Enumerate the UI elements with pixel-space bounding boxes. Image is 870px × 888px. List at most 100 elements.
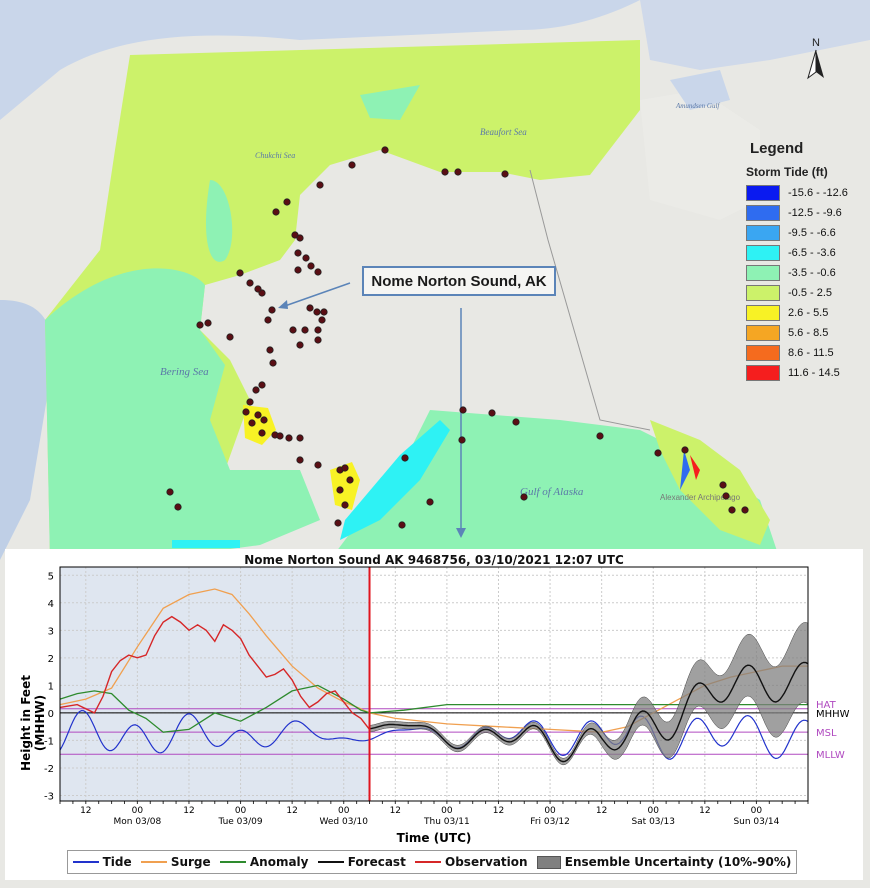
station-marker[interactable] — [655, 450, 661, 456]
legend-swatch — [746, 245, 780, 261]
bering-sea-label: Bering Sea — [160, 366, 209, 378]
station-marker[interactable] — [308, 263, 314, 269]
station-marker[interactable] — [315, 337, 321, 343]
station-marker[interactable] — [253, 387, 259, 393]
station-marker[interactable] — [723, 493, 729, 499]
station-marker[interactable] — [682, 447, 688, 453]
station-marker[interactable] — [382, 147, 388, 153]
legend-row: 11.6 - 14.5 — [746, 363, 868, 383]
station-marker[interactable] — [247, 399, 253, 405]
station-marker[interactable] — [205, 320, 211, 326]
y-tick-label: 1 — [48, 681, 54, 692]
station-marker[interactable] — [317, 182, 323, 188]
station-marker[interactable] — [489, 410, 495, 416]
station-marker[interactable] — [249, 420, 255, 426]
legend-title: Legend — [750, 140, 868, 157]
station-marker[interactable] — [402, 455, 408, 461]
station-marker[interactable] — [175, 504, 181, 510]
station-marker[interactable] — [399, 522, 405, 528]
station-marker[interactable] — [349, 162, 355, 168]
station-marker[interactable] — [742, 507, 748, 513]
legend-observation: Observation — [415, 855, 528, 869]
y-axis-label: Height in Feet (MHHW) — [19, 653, 47, 793]
legend-row: -9.5 - -6.6 — [746, 223, 868, 243]
station-marker[interactable] — [513, 419, 519, 425]
legend-label: -9.5 - -6.6 — [788, 227, 836, 239]
legend-swatch — [746, 185, 780, 201]
aleutian-cyan — [172, 540, 240, 548]
station-marker[interactable] — [455, 169, 461, 175]
station-marker[interactable] — [427, 499, 433, 505]
station-marker[interactable] — [290, 327, 296, 333]
station-marker[interactable] — [302, 327, 308, 333]
station-marker[interactable] — [297, 435, 303, 441]
station-marker[interactable] — [335, 520, 341, 526]
station-marker[interactable] — [442, 169, 448, 175]
legend-label: -12.5 - -9.6 — [788, 207, 842, 219]
legend-label: -6.5 - -3.6 — [788, 247, 836, 259]
station-marker[interactable] — [502, 171, 508, 177]
station-marker[interactable] — [265, 317, 271, 323]
station-marker[interactable] — [273, 209, 279, 215]
station-marker[interactable] — [237, 270, 243, 276]
legend-swatch — [746, 345, 780, 361]
station-marker[interactable] — [286, 435, 292, 441]
north-arrow-icon: N — [803, 34, 829, 84]
station-marker[interactable] — [597, 433, 603, 439]
station-marker[interactable] — [729, 507, 735, 513]
station-marker[interactable] — [255, 412, 261, 418]
station-marker[interactable] — [337, 487, 343, 493]
station-marker[interactable] — [347, 477, 353, 483]
station-marker[interactable] — [297, 457, 303, 463]
x-tick-label: 00 — [132, 806, 144, 816]
station-marker[interactable] — [243, 409, 249, 415]
x-tick-label: 00 — [648, 806, 660, 816]
station-marker[interactable] — [284, 199, 290, 205]
station-marker[interactable] — [269, 307, 275, 313]
station-marker[interactable] — [297, 235, 303, 241]
station-marker[interactable] — [321, 309, 327, 315]
station-marker[interactable] — [342, 465, 348, 471]
legend-forecast: Forecast — [318, 855, 406, 869]
station-marker[interactable] — [227, 334, 233, 340]
station-marker[interactable] — [277, 433, 283, 439]
station-marker[interactable] — [259, 430, 265, 436]
station-marker[interactable] — [319, 317, 325, 323]
station-marker[interactable] — [303, 255, 309, 261]
station-marker[interactable] — [315, 462, 321, 468]
station-marker[interactable] — [167, 489, 173, 495]
station-marker[interactable] — [255, 286, 261, 292]
station-marker[interactable] — [720, 482, 726, 488]
station-marker[interactable] — [295, 267, 301, 273]
day-label: Mon 03/08 — [113, 817, 161, 827]
station-marker[interactable] — [261, 417, 267, 423]
station-marker[interactable] — [197, 322, 203, 328]
x-tick-label: 12 — [699, 806, 710, 816]
station-marker[interactable] — [270, 360, 276, 366]
station-marker[interactable] — [307, 305, 313, 311]
station-marker[interactable] — [297, 342, 303, 348]
x-tick-label: 12 — [286, 806, 297, 816]
ensemble-band — [370, 622, 809, 765]
station-marker[interactable] — [460, 407, 466, 413]
station-marker[interactable] — [267, 347, 273, 353]
station-marker[interactable] — [259, 382, 265, 388]
station-marker[interactable] — [295, 250, 301, 256]
day-label: Thu 03/11 — [423, 817, 470, 827]
legend-row: -3.5 - -0.6 — [746, 263, 868, 283]
x-tick-label: 12 — [390, 806, 401, 816]
station-marker[interactable] — [247, 280, 253, 286]
day-label: Sat 03/13 — [631, 817, 675, 827]
station-marker[interactable] — [314, 309, 320, 315]
day-label: Sun 03/14 — [733, 817, 779, 827]
station-marker[interactable] — [342, 502, 348, 508]
station-marker[interactable] — [459, 437, 465, 443]
x-tick-label: 00 — [751, 806, 763, 816]
station-marker[interactable] — [315, 327, 321, 333]
legend-label: 8.6 - 11.5 — [788, 347, 834, 359]
legend-swatch — [746, 265, 780, 281]
station-marker[interactable] — [315, 269, 321, 275]
legend-label: 11.6 - 14.5 — [788, 367, 840, 379]
station-marker[interactable] — [521, 494, 527, 500]
legend-anomaly: Anomaly — [220, 855, 309, 869]
